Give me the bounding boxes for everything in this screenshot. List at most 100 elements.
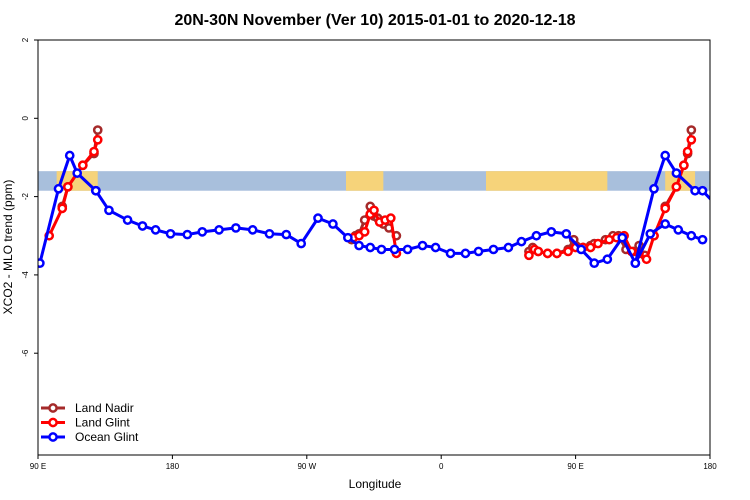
ocean-glint-point <box>516 236 527 247</box>
ocean-glint-point <box>576 244 587 255</box>
ocean-glint-point <box>690 185 700 196</box>
ocean-glint-point <box>247 225 258 235</box>
ocean-glint-point <box>589 258 600 269</box>
ocean-glint-point <box>660 219 671 229</box>
land-glint-point <box>563 246 573 257</box>
ocean-glint-point <box>546 226 557 237</box>
ocean-glint-point <box>430 242 441 253</box>
ocean-glint-point <box>281 229 292 240</box>
ocean-glint-point <box>736 216 743 223</box>
band-land-1 <box>346 171 384 191</box>
ocean-glint-point <box>473 246 484 257</box>
ocean-glint-point <box>460 248 471 259</box>
land-glint-point <box>92 134 103 145</box>
land-glint-point <box>369 205 379 216</box>
ocean-glint-point <box>150 225 161 235</box>
ocean-glint-point <box>53 183 64 194</box>
x-tick-label-1: 180 <box>166 462 180 471</box>
ocean-glint-point <box>64 150 75 161</box>
land-glint-point <box>679 160 689 171</box>
legend-label-ocean-glint: Ocean Glint <box>75 430 139 444</box>
axes: 90 E 180 90 W 0 90 E 180 2 0 -2 -4 -6 <box>21 37 717 471</box>
land-glint-point <box>63 181 73 192</box>
ocean-glint-point <box>389 244 400 255</box>
ocean-glint-point <box>296 238 307 249</box>
series-layer <box>38 125 743 269</box>
ocean-glint-point <box>561 228 572 239</box>
ocean-glint-point <box>182 229 193 240</box>
ocean-glint-point <box>38 258 45 269</box>
y-tick-label-0: 2 <box>21 37 30 42</box>
land-glint-point <box>585 242 596 253</box>
x-tick-label-5: 180 <box>703 462 717 471</box>
ocean-glint-point <box>137 221 148 231</box>
ocean-glint-point <box>686 230 697 241</box>
land-nadir-point <box>92 125 103 135</box>
y-tick-label-3: -4 <box>21 271 30 279</box>
ocean-glint-point <box>72 168 83 178</box>
y-tick-label-1: 0 <box>21 116 30 121</box>
ocean-glint-point <box>197 226 208 237</box>
ocean-glint-point <box>718 207 725 214</box>
ocean-glint-point <box>531 230 542 241</box>
ocean-glint-point <box>313 213 323 223</box>
legend-marker-ocean-glint <box>48 432 58 442</box>
ocean-glint-point <box>165 228 176 239</box>
ocean-glint-point <box>503 242 514 253</box>
ocean-glint-point <box>376 244 387 255</box>
map-strip-band <box>38 171 710 191</box>
ocean-glint-point <box>697 234 708 245</box>
legend-label-land-nadir: Land Nadir <box>75 401 134 415</box>
land-glint-point <box>552 248 562 259</box>
ocean-glint-point <box>445 248 456 259</box>
land-glint-point <box>671 181 682 192</box>
ocean-glint-line-2 <box>633 153 710 264</box>
x-tick-label-3: 0 <box>439 462 444 471</box>
x-axis-label: Longitude <box>349 477 402 491</box>
x-tick-label-2: 90 W <box>297 462 316 471</box>
ocean-glint-point <box>488 244 499 255</box>
land-glint-point <box>542 248 553 259</box>
ocean-glint-point <box>630 258 641 269</box>
ocean-glint-point <box>402 244 413 255</box>
land-glint-point <box>89 146 99 157</box>
land-nadir-point <box>686 125 697 135</box>
ocean-glint-point <box>214 225 224 235</box>
plot-frame <box>37 39 711 456</box>
land-glint-point <box>359 226 370 237</box>
y-tick-label-2: -2 <box>21 193 30 201</box>
land-glint-point <box>660 203 671 214</box>
x-tick-label-4: 90 E <box>567 462 583 471</box>
legend-label-land-glint: Land Glint <box>75 416 130 430</box>
ocean-glint-point <box>660 150 671 161</box>
land-glint-point <box>77 160 88 171</box>
ocean-glint-point <box>645 228 656 239</box>
land-glint-point <box>57 203 68 214</box>
ocean-glint-point <box>602 254 613 265</box>
land-glint-point <box>682 146 693 157</box>
land-glint-point <box>593 238 603 249</box>
land-glint-point <box>604 234 615 245</box>
land-glint-point <box>641 254 652 265</box>
ocean-glint-point <box>671 168 682 178</box>
x-tick-label-0: 90 E <box>30 462 46 471</box>
y-tick-label-4: -6 <box>21 349 30 357</box>
ocean-glint-point <box>697 185 708 196</box>
ocean-glint-point <box>673 225 684 235</box>
land-glint-point <box>385 213 396 223</box>
ocean-glint-point <box>417 240 428 251</box>
land-glint-point <box>524 250 534 261</box>
ocean-glint-point <box>328 219 338 229</box>
ocean-glint-point <box>343 232 353 243</box>
land-glint-point <box>533 246 544 257</box>
ocean-glint-point <box>122 215 133 225</box>
y-axis-label: XCO2 - MLO trend (ppm) <box>1 180 15 315</box>
ocean-glint-point <box>617 232 628 243</box>
legend-marker-land-glint <box>48 417 58 428</box>
ocean-glint-point <box>649 183 659 194</box>
ocean-glint-point <box>365 242 376 253</box>
chart-title: 20N-30N November (Ver 10) 2015-01-01 to … <box>174 12 575 29</box>
ocean-glint-point <box>231 223 241 233</box>
